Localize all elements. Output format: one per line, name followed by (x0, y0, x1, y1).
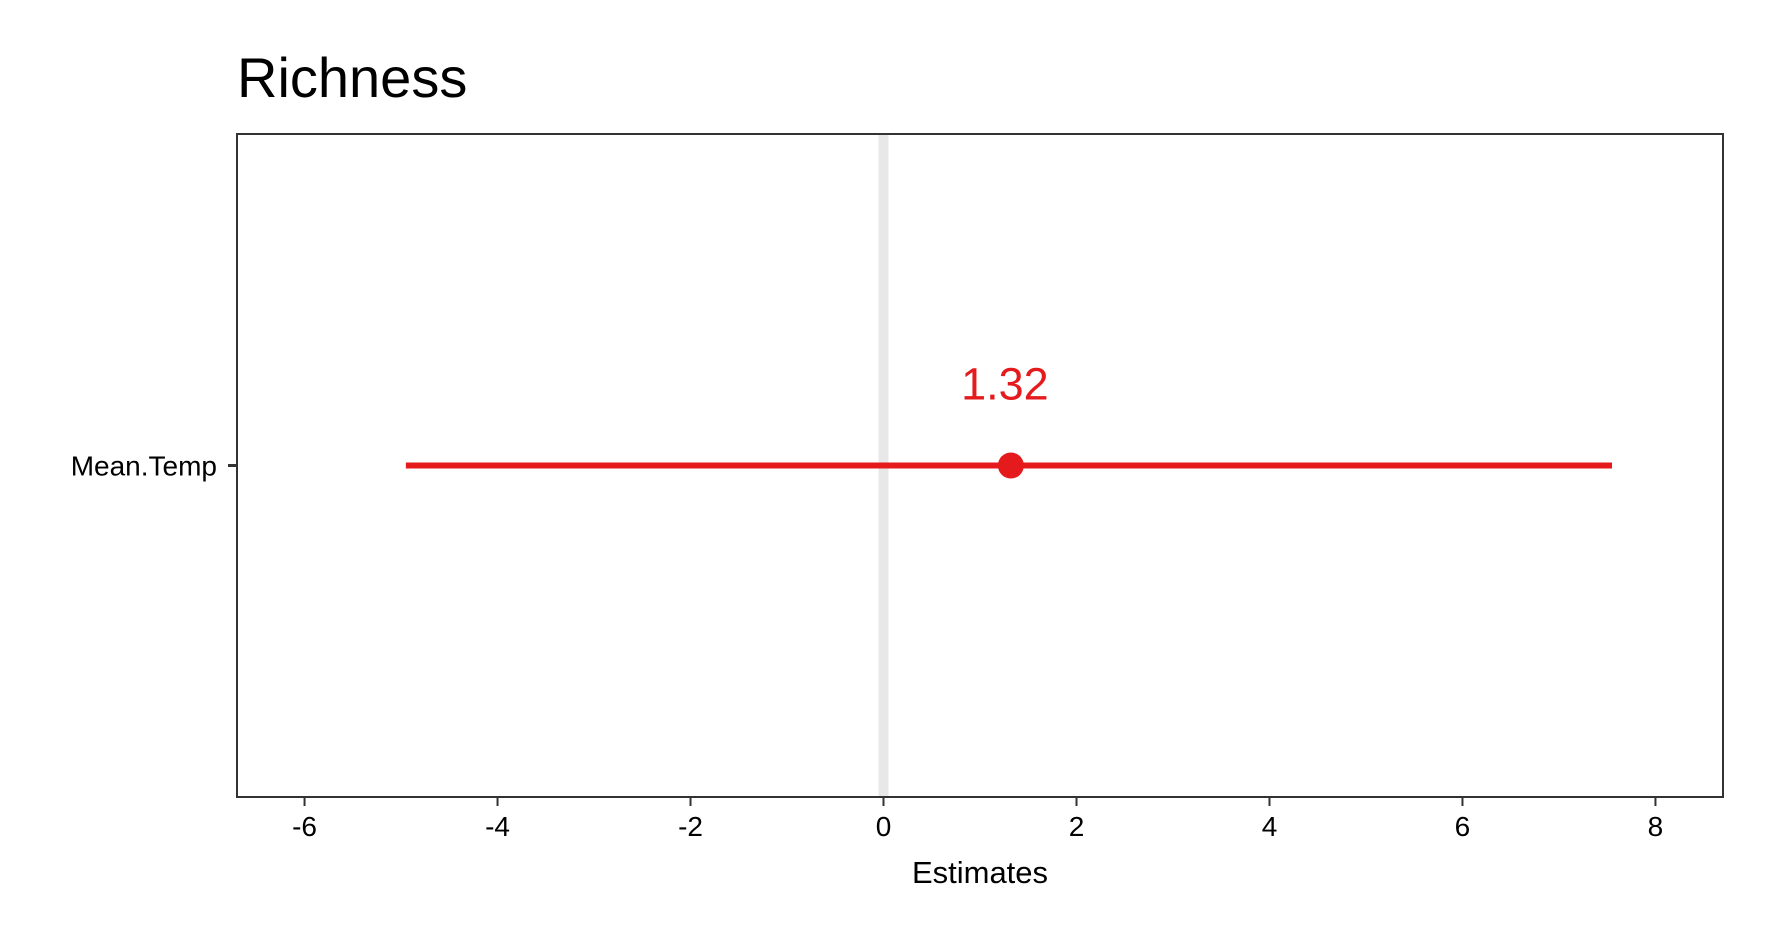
x-tick-label: -6 (292, 811, 317, 842)
y-tick-label: Mean.Temp (71, 451, 217, 482)
x-axis-title: Estimates (912, 855, 1048, 890)
x-tick-label: 0 (876, 811, 892, 842)
x-axis: -6 -4 -2 0 2 4 6 8 (292, 797, 1663, 842)
x-tick-label: -4 (485, 811, 510, 842)
data-layer: 1.32 (405, 359, 1613, 479)
x-tick-label: 6 (1455, 811, 1471, 842)
x-tick-label: 8 (1648, 811, 1664, 842)
x-tick-label: 2 (1069, 811, 1085, 842)
chart-title: Richness (237, 46, 467, 109)
x-tick-label: -2 (678, 811, 703, 842)
x-tick-label: 4 (1262, 811, 1278, 842)
y-axis: Mean.Temp (71, 451, 237, 482)
estimate-value-label: 1.32 (961, 359, 1049, 410)
estimate-point (997, 452, 1024, 479)
